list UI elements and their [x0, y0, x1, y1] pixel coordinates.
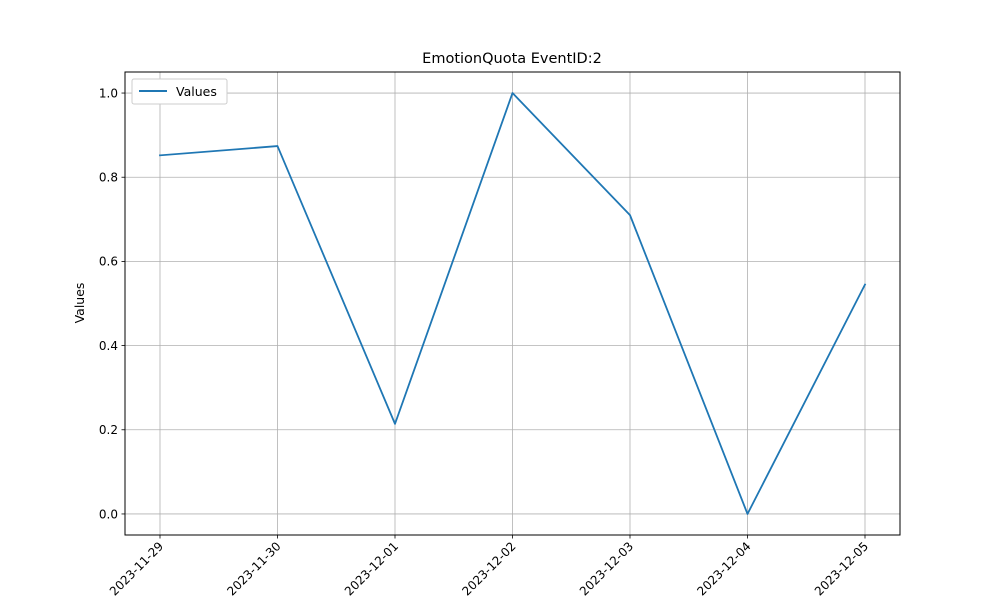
- y-tick-label: 1.0: [99, 86, 118, 100]
- chart-title: EmotionQuota EventID:2: [422, 51, 602, 67]
- y-tick-label: 0.4: [99, 339, 118, 353]
- y-tick-label: 0.8: [99, 171, 118, 185]
- y-tick-label: 0.2: [99, 423, 118, 437]
- y-tick-label: 0.0: [99, 507, 118, 521]
- legend: Values: [132, 79, 227, 104]
- y-axis-label: Values: [72, 283, 87, 324]
- legend-label: Values: [176, 84, 217, 99]
- y-tick-label: 0.6: [99, 255, 118, 269]
